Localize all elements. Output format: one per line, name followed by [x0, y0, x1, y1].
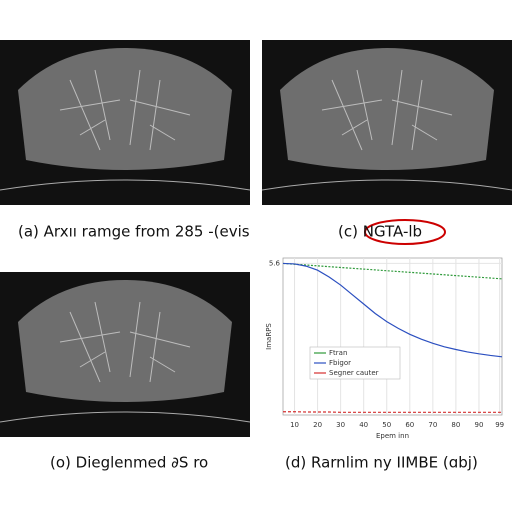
- x-axis-label: Epem inn: [376, 432, 409, 440]
- caption: (c) NGTA-lb: [338, 223, 422, 241]
- caption: (a) Arxıı ramge from 285 -(evis: [18, 223, 250, 241]
- x-tick-label: 90: [474, 421, 483, 429]
- caption: (o) Dieglenmed ∂S ro: [50, 454, 208, 472]
- scan-image: [261, 39, 512, 206]
- x-tick-label: 10: [290, 421, 299, 429]
- legend-label: Ftran: [329, 349, 347, 357]
- series-line: [282, 262, 503, 280]
- chart: 10 20 30 40 50 60 70 80 90 99 5.6 Epem inn ImaRPS Ftr…: [265, 257, 504, 440]
- x-tick-label: 20: [313, 421, 322, 429]
- x-tick-label: 30: [336, 421, 345, 429]
- x-tick-label: 80: [451, 421, 460, 429]
- highlight: [364, 219, 446, 245]
- y-tick-label: 5.6: [269, 259, 281, 267]
- legend-label: Fbigor: [329, 359, 351, 367]
- x-tick-label: 70: [428, 421, 437, 429]
- series-line: [282, 262, 503, 358]
- y-axis-label: ImaRPS: [265, 323, 273, 350]
- plot-area: [282, 257, 503, 416]
- caption: (d) Rarnlim ny IIMBE (ɑbj): [285, 454, 478, 472]
- x-tick-label: 60: [405, 421, 414, 429]
- x-tick-label: 40: [359, 421, 368, 429]
- series-line: [283, 411, 502, 413]
- scan-image: [0, 271, 251, 438]
- x-tick-label: 50: [382, 421, 391, 429]
- x-tick-label: 99: [495, 421, 504, 429]
- scan-image: [0, 39, 251, 206]
- legend-label: Segner cauter: [329, 369, 379, 377]
